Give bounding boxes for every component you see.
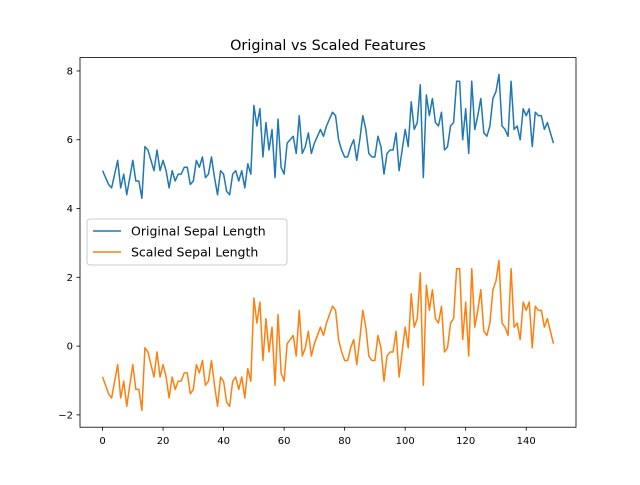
y-tick-label: 6 <box>67 135 73 146</box>
x-tick-label: 140 <box>517 436 536 447</box>
y-tick-label: −2 <box>58 410 73 421</box>
legend-label-scaled: Scaled Sepal Length <box>131 245 258 260</box>
x-tick-label: 100 <box>396 436 415 447</box>
legend-box <box>86 218 288 266</box>
y-tick-label: 0 <box>67 342 73 353</box>
x-tick-label: 120 <box>456 436 475 447</box>
legend-label-original: Original Sepal Length <box>131 224 266 239</box>
x-tick-label: 40 <box>217 436 230 447</box>
x-tick-label: 0 <box>99 436 105 447</box>
y-tick-label: 4 <box>67 204 73 215</box>
axes-frame <box>79 57 577 428</box>
series-line-scaled <box>101 259 555 412</box>
legend: Original Sepal Length Scaled Sepal Lengt… <box>86 218 288 266</box>
y-tick-label: 8 <box>67 66 73 77</box>
y-tick-label: 2 <box>67 273 73 284</box>
x-tick-label: 20 <box>157 436 170 447</box>
x-tick-label: 80 <box>338 436 351 447</box>
series-line-original <box>101 73 555 199</box>
chart-title: Original vs Scaled Features <box>230 38 426 54</box>
x-tick-label: 60 <box>278 436 291 447</box>
